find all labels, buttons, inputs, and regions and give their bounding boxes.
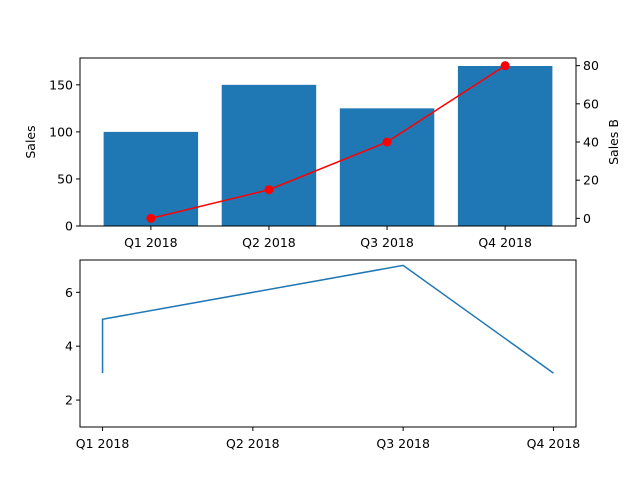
top-bars <box>103 66 553 226</box>
x-tick-label: Q2 2018 <box>242 235 296 250</box>
top-secondary-y-axis-label: Sales B <box>606 119 621 165</box>
bottom-plot-frame <box>79 259 577 428</box>
x-tick-label: Q2 2018 <box>226 436 280 451</box>
right-tick-label: 20 <box>583 173 599 188</box>
bar-2 <box>221 84 317 226</box>
left-tick-label: 4 <box>65 339 73 354</box>
top-right-axis: 0 20 40 60 80 <box>576 58 599 226</box>
right-tick-label: 80 <box>583 58 599 73</box>
line-point-2 <box>264 185 274 195</box>
right-tick-label: 40 <box>583 135 599 150</box>
bar-3 <box>339 108 435 226</box>
line-point-3 <box>382 137 392 147</box>
line-point-4 <box>500 61 510 71</box>
bottom-left-axis: 2 4 6 <box>65 285 80 408</box>
top-chart: 0 50 100 150 0 20 40 60 80 Q1 2018 Q2 2018 Q3 201… <box>23 57 621 250</box>
line-path <box>101 264 554 374</box>
bottom-x-axis: Q1 2018 Q2 2018 Q3 2018 Q4 2018 <box>76 427 581 451</box>
left-tick-label: 0 <box>65 219 73 234</box>
x-tick-label: Q3 2018 <box>376 436 430 451</box>
bottom-chart: 2 4 6 Q1 2018 Q2 2018 Q3 2018 Q4 2018 <box>65 259 581 451</box>
line-point-1 <box>146 213 156 223</box>
left-tick-label: 50 <box>57 171 73 186</box>
right-tick-label: 60 <box>583 96 599 111</box>
bar-4 <box>457 66 553 226</box>
x-tick-label: Q1 2018 <box>76 436 130 451</box>
left-tick-label: 150 <box>49 77 73 92</box>
left-tick-label: 100 <box>49 124 73 139</box>
line-path <box>150 65 506 220</box>
bottom-line-series <box>101 264 554 374</box>
top-x-axis: Q1 2018 Q2 2018 Q3 2018 Q4 2018 <box>124 226 532 250</box>
x-tick-label: Q4 2018 <box>478 235 532 250</box>
right-tick-label: 0 <box>583 211 591 226</box>
x-tick-label: Q1 2018 <box>124 235 178 250</box>
top-y-axis-label: Sales <box>23 125 38 158</box>
x-tick-label: Q4 2018 <box>527 436 581 451</box>
left-tick-label: 2 <box>65 393 73 408</box>
top-left-axis: 0 50 100 150 <box>49 77 80 234</box>
bar-1 <box>103 131 199 226</box>
left-tick-label: 6 <box>65 285 73 300</box>
top-line-series <box>146 61 510 223</box>
x-tick-label: Q3 2018 <box>360 235 414 250</box>
